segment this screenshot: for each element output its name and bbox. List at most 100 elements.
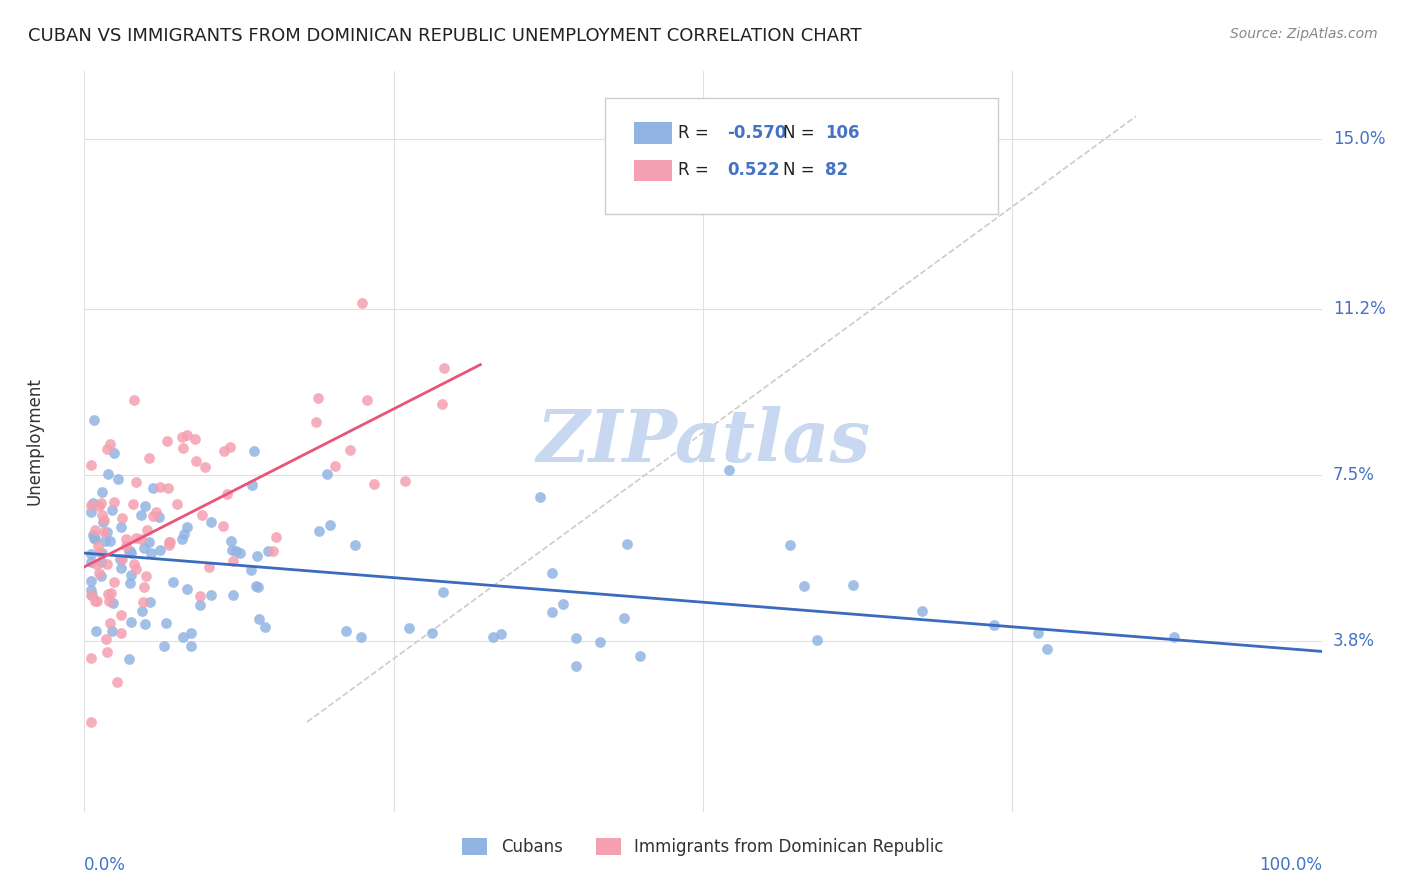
Point [84,593,107,607]
Point [98,615,121,630]
Point [170,532,193,546]
Point [145,505,167,519]
Point [319,517,342,532]
Point [79,498,101,512]
Point [122,392,145,407]
Point [118,652,141,666]
Point [93,513,115,527]
Point [80,589,103,603]
Point [841,578,863,592]
Point [156,434,179,449]
Point [142,481,165,495]
Point [84,524,107,538]
Point [101,596,124,610]
Point [565,631,588,645]
Point [79,651,101,665]
Point [107,472,129,486]
Point [256,544,278,558]
Point [84,557,107,571]
Point [180,626,202,640]
Point [911,604,934,618]
Point [218,440,240,454]
Point [90,496,112,510]
Point [96,645,118,659]
Point [307,391,329,405]
Point [149,480,172,494]
Point [245,579,267,593]
Point [103,494,125,508]
Point [87,566,110,580]
Point [541,605,564,619]
Point [183,432,205,446]
Point [83,413,105,427]
Point [79,714,101,729]
Point [96,524,118,539]
Point [589,635,612,649]
Point [82,496,104,510]
Point [541,566,564,581]
Point [138,535,160,549]
Point [221,543,243,558]
Point [103,446,125,460]
Point [200,588,222,602]
Point [184,454,207,468]
Point [564,658,586,673]
Text: 100.0%: 100.0% [1258,856,1322,874]
Point [132,580,155,594]
Point [79,582,101,597]
Point [1026,626,1049,640]
Point [91,546,114,560]
Point [616,537,638,551]
Point [156,481,179,495]
Text: 82: 82 [825,161,848,179]
Point [89,500,111,514]
Point [125,475,148,489]
Point [262,543,284,558]
Point [135,569,157,583]
Text: Source: ZipAtlas.com: Source: ZipAtlas.com [1230,27,1378,41]
Legend: Cubans, Immigrants from Dominican Republic: Cubans, Immigrants from Dominican Republ… [456,831,950,863]
Point [83,532,105,546]
Point [97,594,120,608]
Point [91,484,114,499]
Point [264,530,287,544]
Point [83,529,105,543]
Point [157,534,180,549]
Point [246,549,269,564]
Point [148,509,170,524]
Point [118,545,141,559]
Point [153,639,176,653]
Point [176,519,198,533]
Text: R =: R = [678,124,714,142]
Point [79,556,101,570]
Point [212,519,235,533]
Point [172,630,194,644]
Point [173,441,195,455]
Point [86,594,108,608]
Point [131,508,153,522]
Point [489,627,512,641]
Point [118,576,141,591]
Point [363,477,385,491]
Point [339,442,361,457]
Text: 15.0%: 15.0% [1333,129,1385,148]
Text: CUBAN VS IMMIGRANTS FROM DOMINICAN REPUBLIC UNEMPLOYMENT CORRELATION CHART: CUBAN VS IMMIGRANTS FROM DOMINICAN REPUB… [28,27,862,45]
Point [197,559,219,574]
Point [316,467,339,481]
Point [249,612,271,626]
Text: N =: N = [783,161,820,179]
Point [82,527,104,541]
Point [529,490,551,504]
Point [350,296,373,310]
Text: 0.0%: 0.0% [84,856,127,874]
Point [100,586,122,600]
Point [122,558,145,572]
Point [246,580,269,594]
Point [149,542,172,557]
Point [305,415,328,429]
Point [194,459,217,474]
Point [190,508,212,523]
Point [111,510,134,524]
Point [135,523,157,537]
Point [219,533,242,548]
